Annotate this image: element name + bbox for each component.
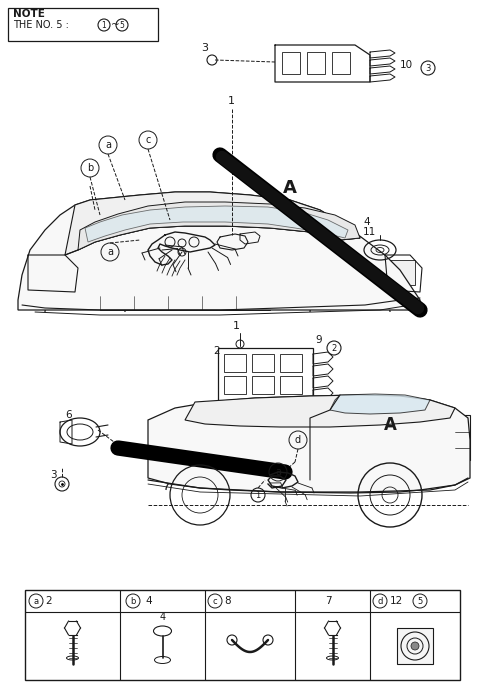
Bar: [280, 376, 302, 394]
Bar: [25, 590, 460, 680]
Text: 10: 10: [400, 60, 413, 70]
Polygon shape: [65, 192, 360, 255]
Text: 12: 12: [390, 596, 403, 606]
Bar: [307, 52, 325, 74]
Text: 1: 1: [102, 21, 107, 30]
Text: 1: 1: [255, 491, 261, 499]
Bar: [455, 415, 470, 460]
Polygon shape: [78, 202, 360, 250]
Text: THE NO. 5 :: THE NO. 5 :: [13, 20, 72, 30]
Bar: [390, 260, 415, 285]
Text: a: a: [275, 467, 281, 477]
Text: d: d: [295, 435, 301, 445]
Text: 11: 11: [363, 227, 376, 237]
Bar: [33, 260, 71, 285]
Bar: [252, 376, 274, 394]
Polygon shape: [85, 206, 348, 242]
Text: NOTE: NOTE: [13, 9, 45, 19]
Bar: [282, 52, 300, 74]
Text: c: c: [145, 135, 151, 145]
Text: 1: 1: [233, 321, 240, 331]
Bar: [8, 8, 158, 41]
Text: 3: 3: [425, 63, 431, 72]
Polygon shape: [18, 192, 420, 310]
Text: ~: ~: [111, 20, 120, 30]
Text: 3: 3: [202, 43, 208, 53]
Text: 2: 2: [45, 596, 52, 606]
Text: 3: 3: [50, 470, 57, 480]
Bar: [280, 354, 302, 372]
Polygon shape: [330, 394, 430, 414]
Text: a: a: [107, 247, 113, 257]
Text: 9: 9: [315, 335, 322, 345]
Text: a: a: [105, 140, 111, 150]
Bar: [224, 354, 246, 372]
Bar: [100, 296, 270, 310]
Text: 2: 2: [331, 343, 336, 352]
Text: 2: 2: [213, 346, 220, 356]
Text: 5: 5: [120, 21, 124, 30]
Polygon shape: [185, 395, 455, 427]
Text: 4: 4: [145, 596, 152, 606]
Bar: [397, 628, 433, 664]
Bar: [218, 348, 313, 406]
Text: 6: 6: [65, 410, 72, 420]
Text: 5: 5: [418, 596, 422, 605]
Text: 1: 1: [228, 96, 235, 106]
Text: 4: 4: [159, 612, 166, 622]
Bar: [332, 52, 350, 74]
Text: c: c: [213, 596, 217, 605]
Bar: [252, 354, 274, 372]
Text: b: b: [87, 163, 93, 173]
Text: 8: 8: [224, 596, 230, 606]
Text: b: b: [130, 596, 136, 605]
Text: 7: 7: [324, 596, 331, 606]
Text: A: A: [384, 416, 396, 434]
Polygon shape: [148, 395, 470, 493]
Text: a: a: [34, 596, 38, 605]
Circle shape: [411, 642, 419, 650]
Text: 4: 4: [363, 217, 370, 227]
Bar: [224, 376, 246, 394]
Text: A: A: [283, 179, 297, 197]
Text: d: d: [377, 596, 383, 605]
